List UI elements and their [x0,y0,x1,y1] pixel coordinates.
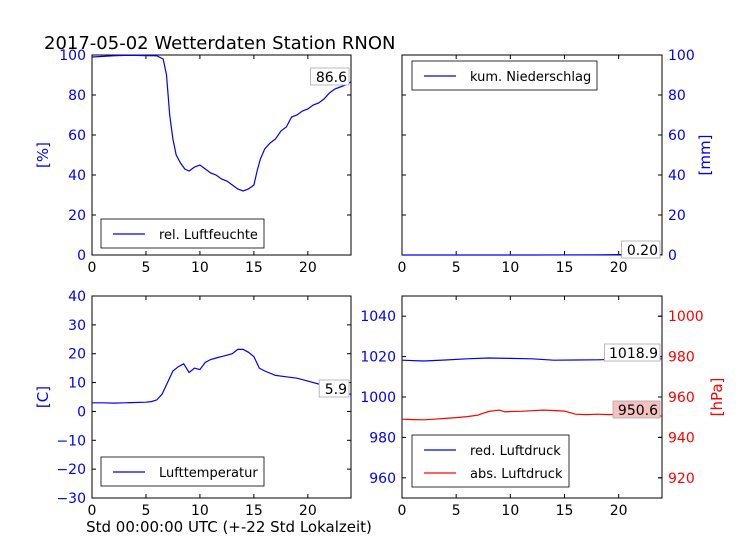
pressure-red-value-label: 1018.9 [609,346,658,362]
pressure-y-tick-label: 980 [369,430,396,446]
pressure-legend-label: red. Luftdruck [470,444,561,459]
temperature-y-tick-label: −20 [56,462,86,478]
humidity-y-tick-label: 0 [77,248,86,264]
humidity-y-axis-label: [%] [34,142,52,168]
temperature-x-tick-label: 15 [245,503,263,519]
precipitation-legend-label: kum. Niederschlag [470,70,591,85]
pressure-x-tick-label: 15 [556,503,574,519]
humidity-x-tick-label: 5 [141,260,150,276]
pressure-y-tick-label: 1000 [360,390,396,406]
temperature-x-tick-label: 5 [141,503,150,519]
precipitation-x-tick-label: 10 [501,260,519,276]
humidity-series-line-0 [91,54,352,192]
precipitation-x-tick-label: 0 [398,260,407,276]
precipitation-y-tick-label: 20 [668,208,686,224]
pressure-abs-value-label: 950.6 [618,403,658,419]
temperature-value-label: 5.9 [325,382,347,398]
precipitation-y-tick-label: 100 [668,48,695,64]
precipitation-y-tick-label: 80 [668,88,686,104]
temperature-y-axis-label: [C] [34,386,52,408]
temperature-y-tick-label: 0 [77,404,86,420]
pressure-y-tick-label: 960 [369,471,396,487]
panel-precipitation: 0 5 10 15 20 0 20 40 60 80 100 [mm] 0.20 kum. Nieders… [398,48,714,276]
pressure-abs-value-label-box [612,400,661,419]
pressure-legend [411,434,570,488]
figure-title: 2017-05-02 Wetterdaten Station RNON [44,33,395,54]
temperature-y-tick-label: 10 [68,376,86,392]
pressure-right-axis-label: [hPa] [708,378,726,417]
precipitation-y-tick-label: 40 [668,168,686,184]
temperature-plot-frame [91,295,352,499]
pressure-x-tick-label: 10 [501,503,519,519]
precipitation-y-tick-label: 60 [668,128,686,144]
temperature-value-label-box [318,379,350,398]
temperature-y-tick-label: −10 [56,433,86,449]
pressure-right-tick-label: 1000 [668,309,704,325]
temperature-series-line-0 [92,348,352,404]
temperature-y-tick-label: 20 [68,347,86,363]
panel-temperature: 0 5 10 15 20 −30 −20 −10 0 10 20 30 40 [C] 5.9 Lufttemp… [34,289,352,519]
precipitation-value-label-box [621,240,661,259]
temperature-x-tick-label: 0 [88,503,97,519]
pressure-x-tick-label: 5 [452,503,461,519]
precipitation-x-tick-label: 15 [556,260,574,276]
pressure-series-line-1 [401,409,663,421]
humidity-x-tick-label: 15 [245,260,263,276]
humidity-y-tick-label: 60 [68,128,86,144]
humidity-plot-frame [91,54,352,256]
precipitation-value-label: 0.20 [627,243,658,259]
humidity-y-tick-label: 40 [68,168,86,184]
temperature-y-tick-label: 30 [68,318,86,334]
pressure-red-value-label-box [604,343,661,362]
humidity-value-label: 86.6 [316,70,347,86]
panel-humidity: 0 5 10 15 20 0 20 40 60 80 100 [%] 86.6 rel. Luftfeuc… [34,48,352,276]
humidity-y-tick-label: 100 [59,48,86,64]
x-axis-label: Std 00:00:00 UTC (+-22 Std Lokalzeit) [86,518,372,536]
precipitation-y-tick-label: 0 [668,248,677,264]
humidity-y-tick-label: 20 [68,208,86,224]
pressure-right-tick-label: 960 [668,390,695,406]
pressure-right-tick-label: 920 [668,471,695,487]
humidity-x-tick-label: 20 [299,260,317,276]
humidity-y-tick-label: 80 [68,88,86,104]
pressure-y-tick-label: 1020 [360,350,396,366]
precipitation-x-tick-label: 5 [452,260,461,276]
pressure-x-tick-label: 20 [610,503,628,519]
precipitation-x-tick-label: 20 [610,260,628,276]
temperature-x-tick-label: 20 [299,503,317,519]
temperature-y-tick-label: −30 [56,491,86,507]
pressure-right-tick-label: 940 [668,430,695,446]
precipitation-y-axis-label: [mm] [696,135,714,176]
pressure-legend-label: abs. Luftdruck [470,467,563,482]
temperature-x-tick-label: 10 [191,503,209,519]
pressure-y-tick-label: 1040 [360,309,396,325]
temperature-legend-label: Lufttemperatur [159,466,258,481]
pressure-x-tick-label: 0 [398,503,407,519]
humidity-legend-label: rel. Luftfeuchte [159,228,258,243]
panel-pressure: 0 5 10 15 20 960 980 1000 1020 1040 920 940 960 980 10… [360,295,726,519]
temperature-y-tick-label: 40 [68,289,86,305]
humidity-x-tick-label: 10 [191,260,209,276]
humidity-value-label-box [310,67,350,86]
humidity-x-tick-label: 0 [88,260,97,276]
pressure-right-tick-label: 980 [668,350,695,366]
humidity-legend [100,218,265,249]
